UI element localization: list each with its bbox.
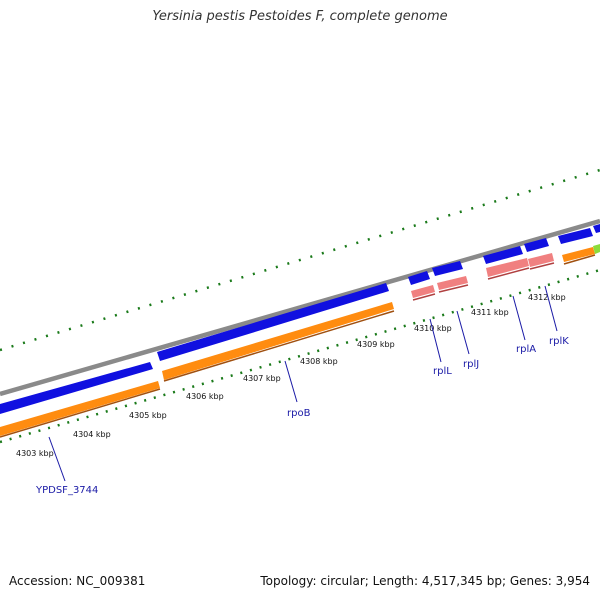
gene-labels: YPDSF_3744 rpoB rplL rplJ rplA rplK <box>35 336 569 496</box>
cds-arrow-rpll[interactable] <box>408 271 430 285</box>
gene-label-leaders <box>48 285 558 482</box>
outer-tick-ring <box>0 168 600 352</box>
leader-rplk <box>544 285 558 332</box>
cds-orange-3[interactable] <box>562 247 595 262</box>
cds-arrow-next[interactable] <box>558 228 593 244</box>
gene-label-rplj[interactable]: rplJ <box>463 359 479 370</box>
kbp-label-4308: 4308 kbp <box>300 357 338 366</box>
cds-orange-2[interactable] <box>162 302 394 380</box>
gene-label-rpll[interactable]: rplL <box>433 366 452 377</box>
cds-arrow-rpla[interactable] <box>483 246 523 264</box>
rna-block-2[interactable] <box>437 276 468 290</box>
gene-label-rpla[interactable]: rplA <box>516 344 536 355</box>
accession-text: Accession: NC_009381 <box>9 574 146 588</box>
cds-orange-1[interactable] <box>0 381 160 436</box>
inner-tick-ring <box>0 268 600 444</box>
leader-rpll <box>429 318 442 363</box>
gene-small-green[interactable] <box>593 244 600 254</box>
leader-rpob <box>284 360 298 403</box>
cds-arrow-rplk[interactable] <box>524 238 549 252</box>
cds-arrow-rplj[interactable] <box>432 261 463 276</box>
map-title: Yersinia pestis Pestoides F, complete ge… <box>152 9 448 24</box>
genome-stats-text: Topology: circular; Length: 4,517,345 bp… <box>260 574 590 588</box>
gene-label-rpob[interactable]: rpoB <box>287 408 311 419</box>
kbp-label-4303: 4303 kbp <box>16 449 54 458</box>
reverse-strand-track <box>0 244 600 438</box>
genome-backbone <box>0 218 600 397</box>
kbp-label-4306: 4306 kbp <box>186 392 224 401</box>
gene-label-rplk[interactable]: rplK <box>549 336 569 347</box>
rna-block-4[interactable] <box>528 253 554 267</box>
kbp-label-4312: 4312 kbp <box>528 293 566 302</box>
forward-strand-track <box>0 224 600 414</box>
rna-track <box>411 253 555 301</box>
leader-ypdsf-3744 <box>48 436 66 482</box>
rna-block-3[interactable] <box>486 258 529 277</box>
cds-arrow-ypdsf-3744[interactable] <box>0 362 153 414</box>
kbp-label-4307: 4307 kbp <box>243 374 281 383</box>
kbp-label-4309: 4309 kbp <box>357 340 395 349</box>
cds-arrow-rpob[interactable] <box>157 283 389 361</box>
leader-rplj <box>456 310 470 355</box>
kbp-label-4311: 4311 kbp <box>471 308 509 317</box>
kbp-label-4304: 4304 kbp <box>73 430 111 439</box>
cds-arrow-edge[interactable] <box>593 224 600 233</box>
gene-label-ypdsf-3744[interactable]: YPDSF_3744 <box>35 485 98 496</box>
kbp-label-4305: 4305 kbp <box>129 411 167 420</box>
rna-block-1[interactable] <box>411 285 435 298</box>
leader-rpla <box>512 295 526 341</box>
